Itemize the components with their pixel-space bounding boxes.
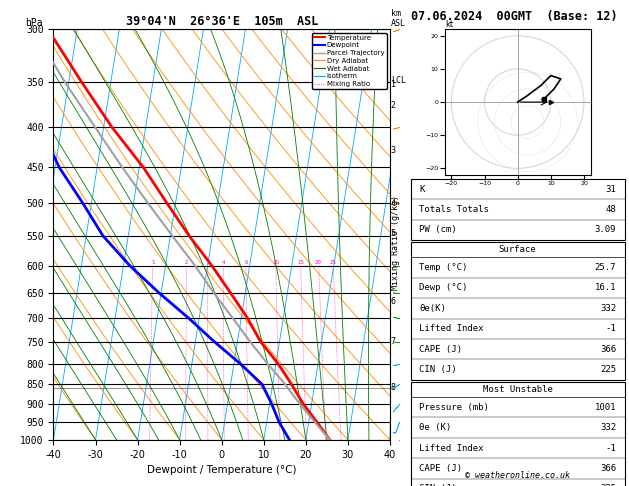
Text: 2: 2 [185, 260, 189, 265]
Text: CAPE (J): CAPE (J) [420, 464, 462, 473]
Text: 25: 25 [330, 260, 337, 265]
Text: Most Unstable: Most Unstable [482, 385, 553, 394]
Text: 1001: 1001 [594, 403, 616, 412]
Text: θe (K): θe (K) [420, 423, 452, 432]
Text: CAPE (J): CAPE (J) [420, 345, 462, 354]
Text: 4: 4 [391, 199, 396, 208]
Text: 07.06.2024  00GMT  (Base: 12): 07.06.2024 00GMT (Base: 12) [411, 10, 617, 23]
Text: Surface: Surface [499, 245, 537, 254]
X-axis label: Dewpoint / Temperature (°C): Dewpoint / Temperature (°C) [147, 465, 296, 475]
Text: Lifted Index: Lifted Index [420, 324, 484, 333]
Text: 2: 2 [391, 101, 396, 110]
Text: 6: 6 [391, 297, 396, 306]
Text: Lifted Index: Lifted Index [420, 444, 484, 452]
Text: 3: 3 [206, 260, 209, 265]
Legend: Temperature, Dewpoint, Parcel Trajectory, Dry Adiabat, Wet Adiabat, Isotherm, Mi: Temperature, Dewpoint, Parcel Trajectory… [312, 33, 386, 89]
Text: © weatheronline.co.uk: © weatheronline.co.uk [465, 471, 570, 480]
Text: 31: 31 [605, 185, 616, 193]
Text: Temp (°C): Temp (°C) [420, 263, 468, 272]
Title: 39°04'N  26°36'E  105m  ASL: 39°04'N 26°36'E 105m ASL [126, 15, 318, 28]
Text: 7: 7 [391, 337, 396, 346]
Text: 6: 6 [244, 260, 248, 265]
Text: 332: 332 [600, 304, 616, 313]
Text: 3: 3 [391, 146, 396, 156]
Text: 15: 15 [297, 260, 304, 265]
Text: 332: 332 [600, 423, 616, 432]
Text: 225: 225 [600, 365, 616, 374]
Text: 366: 366 [600, 464, 616, 473]
Text: LCL: LCL [391, 76, 406, 85]
Text: kt: kt [445, 20, 453, 29]
Text: -1: -1 [605, 444, 616, 452]
Text: 48: 48 [605, 205, 616, 214]
Text: CIN (J): CIN (J) [420, 485, 457, 486]
Text: 3.09: 3.09 [594, 226, 616, 234]
Text: 1: 1 [151, 260, 155, 265]
Text: 10: 10 [272, 260, 279, 265]
Text: 225: 225 [600, 485, 616, 486]
Text: Mixing Ratio (g/kg): Mixing Ratio (g/kg) [391, 195, 399, 291]
Text: CIN (J): CIN (J) [420, 365, 457, 374]
Text: -1: -1 [605, 324, 616, 333]
Text: 366: 366 [600, 345, 616, 354]
Text: Dewp (°C): Dewp (°C) [420, 283, 468, 293]
Text: hPa: hPa [25, 18, 43, 28]
Text: θe(K): θe(K) [420, 304, 446, 313]
Text: K: K [420, 185, 425, 193]
Text: PW (cm): PW (cm) [420, 226, 457, 234]
Text: Totals Totals: Totals Totals [420, 205, 489, 214]
Text: 20: 20 [315, 260, 322, 265]
Text: 25.7: 25.7 [594, 263, 616, 272]
Text: km
ASL: km ASL [391, 9, 406, 28]
Text: 4: 4 [221, 260, 225, 265]
Text: 16.1: 16.1 [594, 283, 616, 293]
Text: 1: 1 [391, 80, 396, 89]
Text: 5: 5 [391, 228, 396, 238]
Text: 8: 8 [391, 383, 396, 392]
Text: Pressure (mb): Pressure (mb) [420, 403, 489, 412]
